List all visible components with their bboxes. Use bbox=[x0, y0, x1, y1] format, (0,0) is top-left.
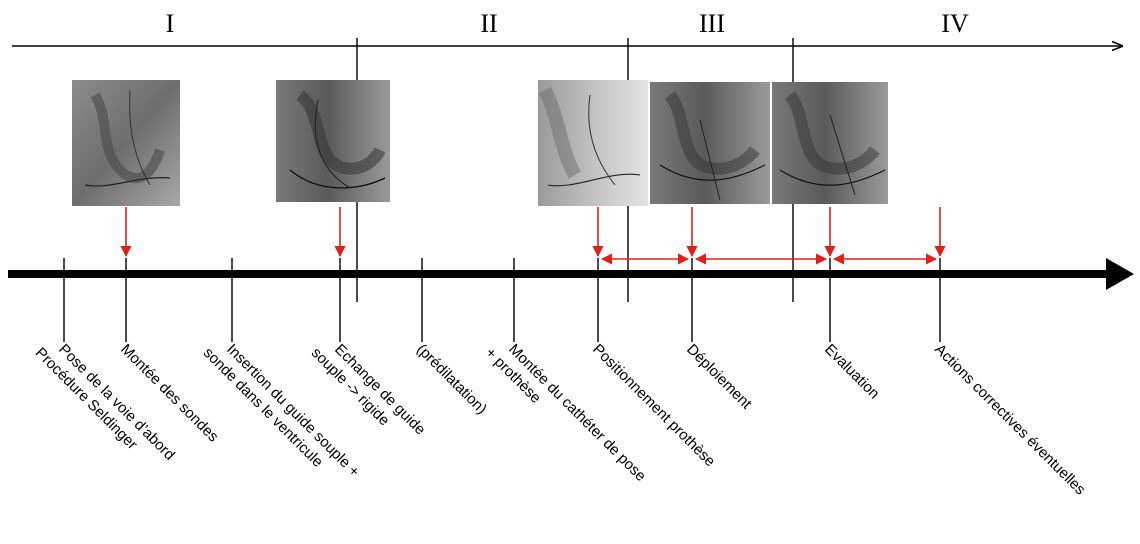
step-label-pose-voie: Pose de la voie d’abord Procédure Seldin… bbox=[32, 331, 181, 480]
step-label-montee-catheter: Montée du cathéter de pose + prothèse bbox=[482, 331, 652, 501]
step-label-actions-correctives: Actions correctives éventuelles bbox=[931, 341, 1089, 499]
phase-label-1: I bbox=[166, 9, 175, 38]
step-ticks bbox=[63, 258, 941, 342]
step-label-deploiement: Déploiement bbox=[683, 341, 755, 413]
phase-label-4: IV bbox=[941, 9, 969, 38]
main-timeline-arrowhead bbox=[1106, 258, 1134, 290]
fluoro-image-echange-guide bbox=[276, 80, 390, 202]
main-timeline bbox=[8, 270, 1108, 278]
fluoro-image-positionnement bbox=[538, 80, 648, 206]
phase-label-3: III bbox=[699, 9, 725, 38]
step-label-predilatation: (prédilatation) bbox=[413, 341, 490, 418]
fluoro-image-sondes bbox=[72, 80, 180, 206]
step-label-evaluation: Evaluation bbox=[821, 341, 883, 403]
phase-label-2: II bbox=[480, 9, 497, 38]
fluoro-image-deploiement bbox=[650, 82, 770, 204]
fluoro-image-evaluation bbox=[772, 82, 888, 204]
